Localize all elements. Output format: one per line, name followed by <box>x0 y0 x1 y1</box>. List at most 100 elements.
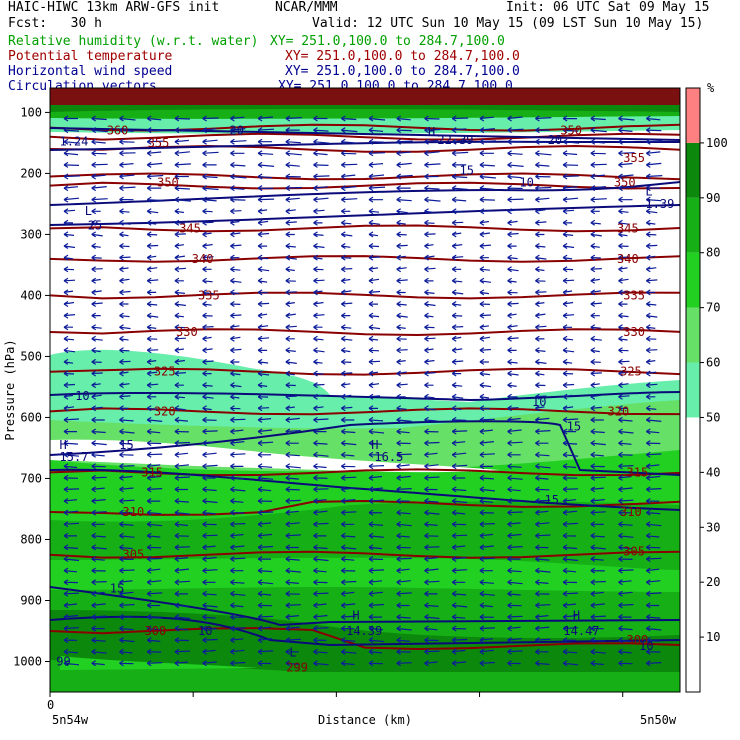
wind-vector <box>479 405 490 412</box>
wind-vector <box>368 324 381 331</box>
wind-vector <box>174 486 188 493</box>
wind-vector <box>562 393 573 400</box>
wind-vector <box>535 219 547 226</box>
wind-vector <box>313 544 328 551</box>
circulation-vectors <box>63 115 663 667</box>
wind-vector <box>257 173 273 180</box>
wind-vector <box>146 161 163 168</box>
wind-vector <box>257 579 274 586</box>
wind-vector <box>507 335 519 342</box>
wind-vector <box>313 231 324 238</box>
wind-vector <box>645 509 661 516</box>
wind-vector <box>535 544 549 551</box>
wind-vector <box>257 440 274 447</box>
wind-vector <box>257 150 274 157</box>
wind-vector <box>91 463 106 470</box>
wind-vector <box>645 416 662 423</box>
wind-vector <box>507 497 522 505</box>
wind-vector <box>230 474 245 481</box>
wind-vector <box>368 231 379 238</box>
wind-vector <box>451 567 468 574</box>
wind-vector <box>119 231 129 238</box>
wind-vector <box>63 544 79 551</box>
y-tick-label: 600 <box>20 410 42 424</box>
wind-vector <box>590 648 606 655</box>
wind-vector <box>91 219 102 226</box>
wind-vector <box>146 451 163 458</box>
wind-vector <box>368 370 379 377</box>
wind-vector <box>396 428 410 435</box>
wind-vector <box>424 532 439 539</box>
wind-vector <box>313 590 329 597</box>
wind-vector <box>562 138 580 145</box>
wind-vector <box>230 613 245 621</box>
wind-vector <box>645 382 658 389</box>
wind-vector <box>202 242 213 250</box>
extrema-label: H <box>573 609 580 623</box>
wind-vector <box>368 660 384 667</box>
wind-vector <box>146 428 161 435</box>
wind-vector <box>618 185 635 192</box>
wind-vector <box>424 544 440 551</box>
wind-vector <box>479 648 494 655</box>
wind-vector <box>535 440 549 447</box>
wind-vector <box>202 127 217 134</box>
wind-vector <box>146 555 163 563</box>
wind-vector <box>645 219 656 226</box>
wind-vector <box>340 127 358 134</box>
colorbar-swatch <box>686 197 700 253</box>
wind-vector <box>396 242 408 250</box>
wind-vector <box>535 405 545 412</box>
wind-vector <box>146 393 157 400</box>
wind-vector <box>396 486 412 493</box>
wind-vector <box>424 208 434 215</box>
wind-vector <box>562 625 579 632</box>
wind-vector <box>202 324 214 331</box>
wind-vector <box>146 590 163 597</box>
wind-vector <box>368 358 381 365</box>
wind-vector <box>91 277 101 284</box>
speed-label: 22.39 <box>437 133 473 147</box>
wind-vector <box>507 521 521 528</box>
wind-vector <box>396 440 411 447</box>
wind-vector <box>424 555 438 563</box>
wind-vector <box>340 370 353 377</box>
theta-label: 335 <box>198 288 220 302</box>
wind-vector <box>63 416 80 423</box>
wind-vector <box>618 567 634 574</box>
wind-vector <box>230 161 246 168</box>
wind-vector <box>63 161 80 168</box>
wind-vector <box>562 486 579 493</box>
theta-contour <box>50 291 680 300</box>
wind-vector <box>174 277 184 284</box>
wind-vector <box>230 208 242 215</box>
wind-vector <box>146 625 163 632</box>
wind-vector <box>451 555 467 563</box>
wind-vector <box>146 324 157 331</box>
colorbar-tick-label: 40 <box>706 465 720 479</box>
wind-vector <box>313 324 323 331</box>
wind-vector <box>562 544 578 551</box>
wind-vector <box>424 266 436 273</box>
wind-vector <box>645 242 658 250</box>
wind-vector <box>91 590 105 597</box>
wind-vector <box>257 416 272 423</box>
wind-vector <box>562 602 577 609</box>
wind-vector <box>451 463 468 470</box>
wind-vector <box>119 219 131 226</box>
wind-vector <box>618 416 633 423</box>
theta-label: 299 <box>286 661 308 675</box>
wind-vector <box>479 544 494 551</box>
wind-vector <box>91 613 107 621</box>
speed-contour <box>50 204 680 226</box>
wind-vector <box>340 324 352 331</box>
wind-vector <box>91 127 108 134</box>
wind-vector <box>590 405 602 412</box>
wind-vector <box>119 173 135 180</box>
wind-vector <box>618 521 633 528</box>
wind-vector <box>119 613 133 621</box>
wind-vector <box>396 567 410 574</box>
wind-vector <box>590 497 605 505</box>
wind-vector <box>562 497 577 505</box>
